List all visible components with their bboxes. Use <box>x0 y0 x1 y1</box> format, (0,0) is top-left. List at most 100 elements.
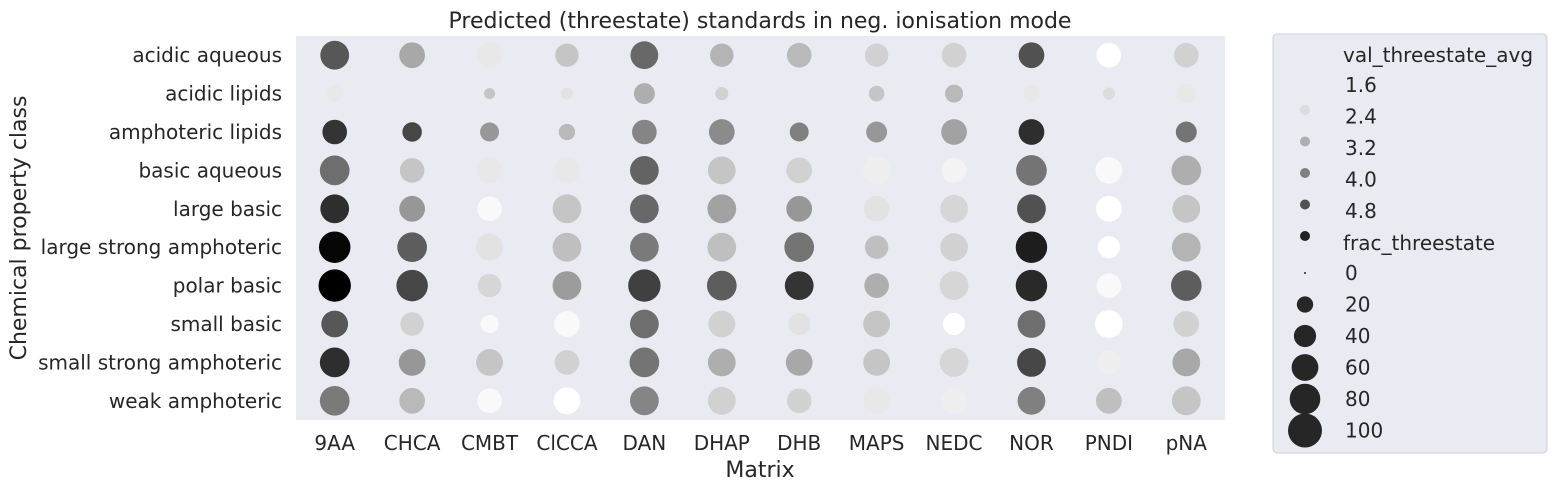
data-point <box>476 42 503 69</box>
data-point <box>399 387 425 414</box>
data-point <box>939 271 969 300</box>
data-point <box>552 232 582 262</box>
x-tick-label: DHAP <box>694 431 750 455</box>
data-point <box>864 273 889 298</box>
data-point <box>554 311 580 337</box>
data-point <box>629 232 659 262</box>
data-point <box>710 43 734 67</box>
data-point <box>1015 269 1048 302</box>
data-point <box>1172 194 1201 223</box>
data-point <box>552 194 582 224</box>
data-point <box>633 83 655 105</box>
data-point <box>319 347 350 378</box>
data-point <box>555 43 579 67</box>
data-point <box>789 122 809 142</box>
data-point <box>1016 155 1047 186</box>
data-point <box>632 119 657 145</box>
plot-background <box>296 36 1225 420</box>
data-point <box>1096 42 1122 68</box>
data-point <box>477 388 502 414</box>
data-point <box>939 348 969 377</box>
data-point <box>1107 131 1110 133</box>
x-tick-label: CHCA <box>384 431 441 455</box>
data-point <box>552 271 582 300</box>
data-point <box>706 270 737 301</box>
x-tick-labels: 9AA CHCA CMBT ClCCA DAN DHAP DHB MAPS NEDC NOR PND… <box>314 431 1207 455</box>
legend-size-marker <box>1296 296 1314 313</box>
y-tick-label: weak amphoteric <box>109 389 282 413</box>
data-point <box>630 41 659 70</box>
data-point <box>864 235 889 259</box>
legend-hue-marker <box>1300 231 1310 241</box>
data-point <box>786 195 813 222</box>
y-tick-label: basic aqueous <box>138 158 282 182</box>
data-point <box>708 310 736 338</box>
y-axis-label: Chemical property class <box>7 96 32 361</box>
data-point <box>940 194 968 223</box>
data-point <box>1017 194 1046 224</box>
data-point <box>480 122 500 142</box>
legend-hue-label: 1.6 <box>1345 73 1377 97</box>
y-tick-label: amphoteric lipids <box>109 120 282 144</box>
data-point <box>942 312 966 336</box>
data-point <box>707 232 737 262</box>
data-point <box>629 309 659 339</box>
data-point <box>554 157 580 184</box>
x-axis-label: Matrix <box>725 458 794 483</box>
x-tick-label: CMBT <box>461 431 519 455</box>
y-tick-label: large strong amphoteric <box>41 235 282 259</box>
data-point <box>476 233 503 261</box>
legend-hue-entries: 1.6 2.4 3.2 4.0 4.8 <box>1300 73 1377 241</box>
data-point <box>321 310 349 338</box>
data-point <box>1170 270 1202 301</box>
data-point <box>1171 155 1202 186</box>
data-point <box>708 119 735 145</box>
legend-hue-marker <box>1300 105 1310 115</box>
data-point <box>476 157 503 184</box>
data-point <box>320 40 350 70</box>
data-point <box>1017 310 1046 338</box>
data-point <box>319 155 350 186</box>
data-point <box>320 194 350 224</box>
data-point <box>411 92 414 95</box>
data-point <box>707 194 737 224</box>
data-point <box>628 269 661 302</box>
data-point <box>399 195 425 222</box>
data-point <box>1095 157 1123 184</box>
data-point <box>1018 42 1045 69</box>
data-point <box>399 42 425 69</box>
data-point <box>786 157 813 184</box>
x-tick-label: DAN <box>623 431 667 455</box>
chart-title: Predicted (threestate) standards in neg.… <box>449 9 1072 34</box>
data-point <box>707 386 736 415</box>
data-point <box>1172 348 1201 377</box>
data-point <box>400 312 424 336</box>
x-tick-label: NEDC <box>926 431 983 455</box>
data-point <box>396 269 428 302</box>
data-point <box>402 122 422 142</box>
data-point <box>941 119 967 145</box>
legend-hue-label: 4.8 <box>1345 199 1377 223</box>
data-point <box>1173 42 1199 68</box>
data-point <box>941 387 967 414</box>
legend-size-label: 60 <box>1345 356 1370 380</box>
data-point <box>629 194 659 224</box>
y-tick-label: small basic <box>170 312 282 336</box>
legend-size-marker <box>1293 324 1317 348</box>
data-point <box>1102 87 1115 100</box>
data-point <box>629 156 659 185</box>
data-point <box>862 156 891 185</box>
data-point <box>788 312 811 336</box>
data-point <box>1173 311 1200 337</box>
data-point <box>1018 119 1045 145</box>
data-point <box>707 156 736 185</box>
data-point <box>863 349 891 376</box>
data-point <box>1096 273 1122 298</box>
data-point <box>784 271 814 300</box>
data-point <box>1096 387 1122 414</box>
legend-size-label: 40 <box>1345 324 1370 348</box>
legend-size-label: 20 <box>1345 293 1370 317</box>
legend-size-marker <box>1288 413 1322 448</box>
data-point <box>318 231 351 263</box>
